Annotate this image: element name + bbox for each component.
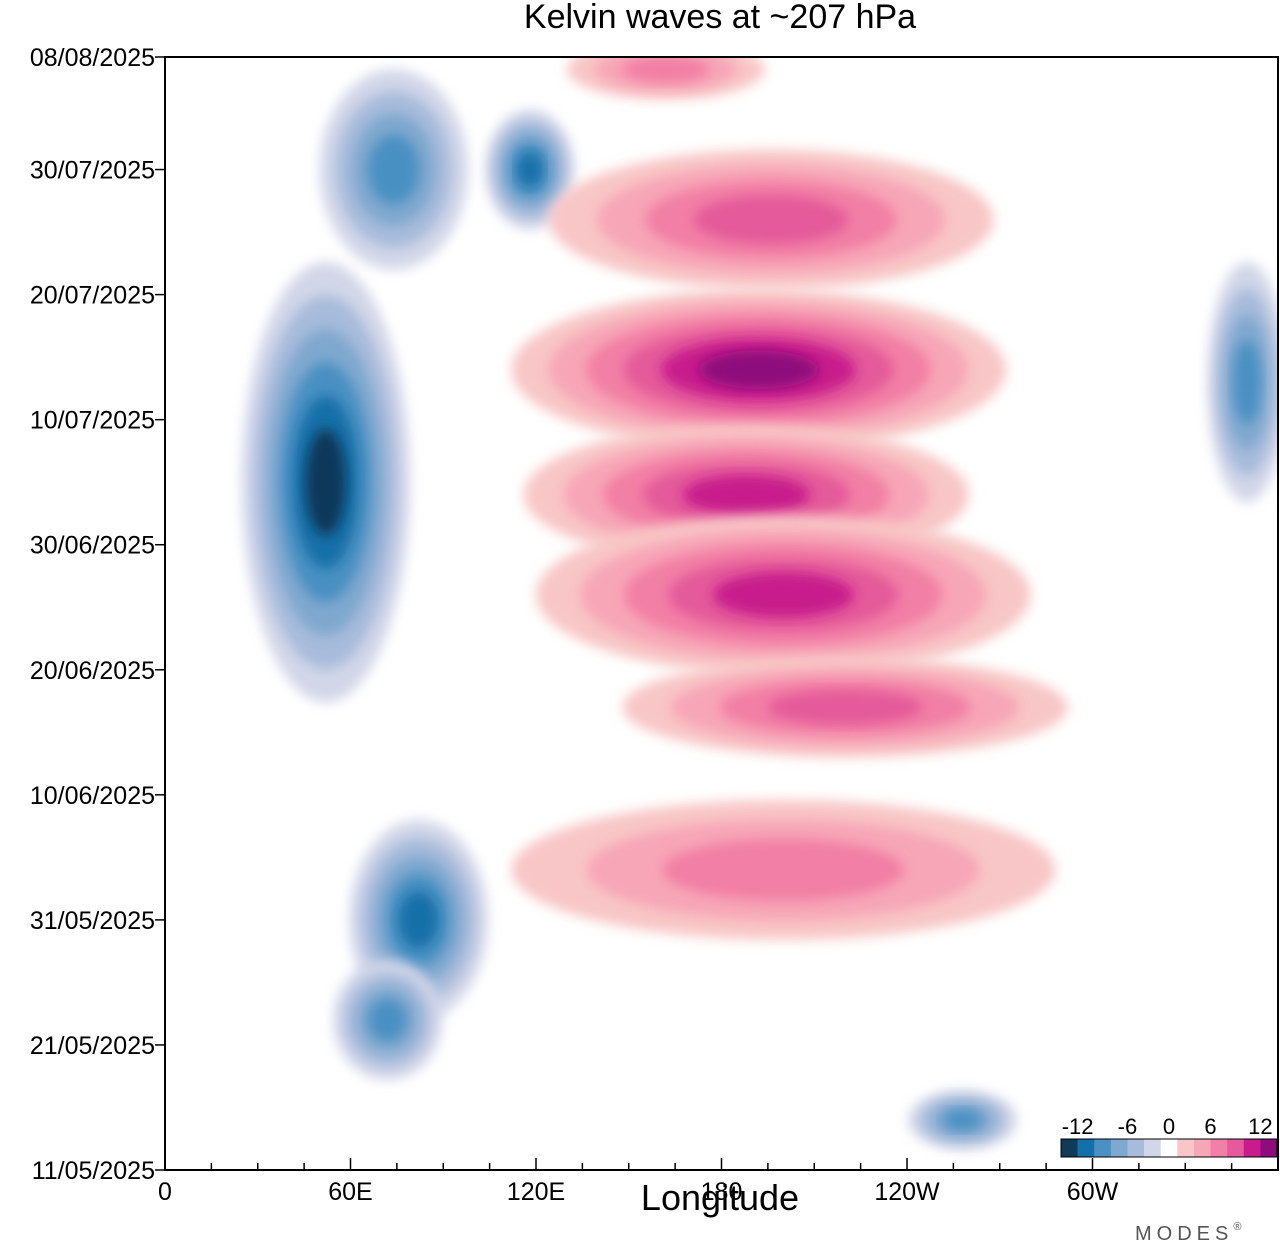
anomaly-positive-band-middle-level-5 <box>682 474 810 515</box>
colorbar-swatch <box>1110 1139 1128 1157</box>
colorbar-label: -12 <box>1062 1114 1094 1139</box>
anomaly-positive-band-lower-level-5 <box>712 571 854 618</box>
y-tick-label: 10/07/2025 <box>30 407 155 435</box>
x-tick-label: 120E <box>507 1178 565 1206</box>
logo-registered-mark: ® <box>1233 1221 1246 1233</box>
y-tick-label: 20/06/2025 <box>30 657 155 685</box>
colorbar-swatch <box>1210 1139 1228 1157</box>
x-axis: 0 60E 120E 180 120W 60W <box>158 1158 1279 1206</box>
colorbar-swatch <box>1243 1139 1261 1157</box>
x-tick-label: 120W <box>874 1178 940 1206</box>
anomaly-positive-band-top-level-4 <box>693 195 849 244</box>
colorbar-swatch <box>1177 1139 1195 1157</box>
colorbar-swatch <box>1227 1139 1245 1157</box>
modes-logo: MODES® <box>1135 1221 1246 1245</box>
x-tick-label: 60E <box>328 1178 372 1206</box>
x-tick-label: 180 <box>701 1178 743 1206</box>
y-tick-label: 30/07/2025 <box>30 157 155 185</box>
colorbar-swatch <box>1077 1139 1095 1157</box>
colorbar-swatch <box>1144 1139 1161 1157</box>
y-tick-label: 21/05/2025 <box>30 1032 155 1060</box>
anomaly-positive-band-top-edge-level-3 <box>621 57 710 83</box>
colorbar: -12 -6 0 6 12 <box>1060 1114 1278 1158</box>
anomaly-field <box>241 57 1278 1150</box>
colorbar-frame <box>1060 1138 1278 1158</box>
y-axis: 11/05/2025 21/05/2025 31/05/2025 10/06/2025… <box>30 44 165 1185</box>
anomaly-negative-120e-top-level-5 <box>517 152 543 187</box>
colorbar-label: -6 <box>1118 1114 1138 1139</box>
colorbar-swatch <box>1127 1139 1145 1157</box>
anomaly-negative-130w-bottom-level-4 <box>943 1109 982 1131</box>
y-tick-label: 10/06/2025 <box>30 782 155 810</box>
colorbar-swatch <box>1260 1139 1278 1157</box>
chart-title: Kelvin waves at ~207 hPa <box>524 0 916 36</box>
anomaly-negative-bottom-60e-level-4 <box>368 999 407 1041</box>
anomaly-west-pacific-negative-cluster-level-6 <box>305 428 347 536</box>
x-axis-label: Longitude <box>641 1177 799 1218</box>
x-tick-label: 60W <box>1067 1178 1119 1206</box>
y-tick-label: 20/07/2025 <box>30 282 155 310</box>
y-tick-label: 31/05/2025 <box>30 907 155 935</box>
anomaly-negative-east-edge-level-4 <box>1233 340 1261 424</box>
colorbar-swatch <box>1160 1139 1178 1157</box>
anomaly-negative-lower-60e-level-5 <box>398 891 439 949</box>
anomaly-positive-band-low-level-4 <box>767 689 923 725</box>
y-tick-label: 11/05/2025 <box>32 1157 155 1185</box>
colorbar-swatch <box>1061 1139 1078 1157</box>
colorbar-swatch <box>1193 1139 1211 1157</box>
y-tick-label: 30/06/2025 <box>30 532 155 560</box>
anomaly-positive-band-core-level-6 <box>698 350 819 390</box>
anomaly-positive-band-may-level-3 <box>662 838 905 901</box>
y-tick-label: 08/08/2025 <box>30 44 155 72</box>
anomaly-indian-ocean-negative-upper-level-4 <box>367 134 420 205</box>
x-tick-label: 0 <box>158 1178 172 1206</box>
colorbar-label: 6 <box>1204 1114 1216 1139</box>
logo-text: MODES <box>1135 1223 1233 1245</box>
colorbar-swatch <box>1094 1139 1112 1157</box>
colorbar-label: 0 <box>1163 1114 1175 1139</box>
colorbar-label: 12 <box>1248 1114 1272 1139</box>
